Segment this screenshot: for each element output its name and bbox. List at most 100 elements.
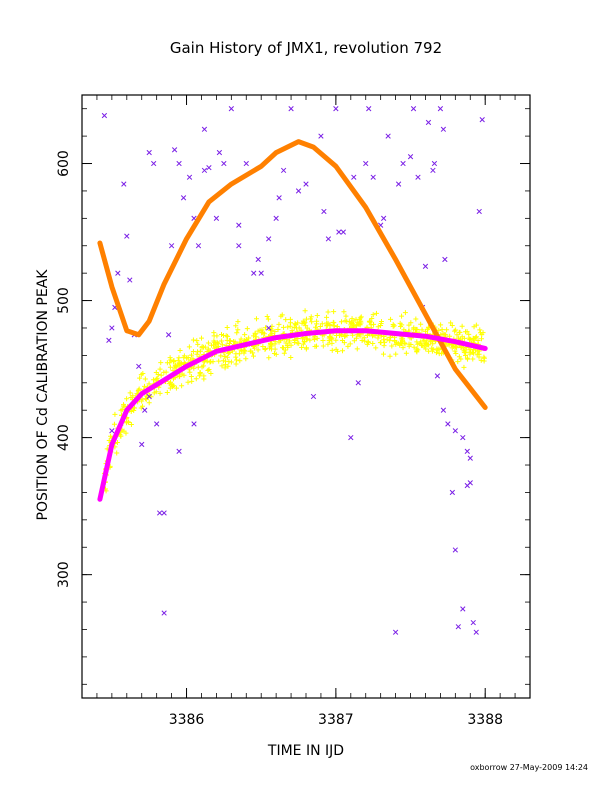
scatter-point — [426, 348, 432, 354]
scatter-point — [349, 316, 355, 322]
scatter-point — [131, 408, 137, 414]
scatter-point — [330, 319, 336, 325]
scatter-point — [224, 337, 230, 343]
scatter-point — [242, 332, 248, 338]
scatter-point — [439, 327, 445, 333]
scatter-point — [403, 350, 409, 356]
scatter-point — [114, 439, 120, 445]
scatter-point — [427, 339, 433, 345]
scatter-point — [392, 629, 399, 635]
scatter-point — [146, 393, 152, 400]
scatter-point — [347, 341, 353, 347]
scatter-point — [449, 322, 455, 328]
scatter-point — [233, 323, 239, 329]
scatter-point — [224, 354, 230, 360]
scatter-point — [467, 480, 473, 486]
scatter-point — [260, 343, 266, 349]
scatter-point — [139, 441, 145, 448]
scatter-point — [440, 331, 446, 337]
scatter-point — [467, 351, 473, 357]
scatter-point — [466, 346, 472, 352]
scatter-point — [216, 149, 223, 156]
scatter-point — [187, 369, 193, 375]
scatter-point — [444, 327, 450, 333]
scatter-point — [423, 328, 429, 334]
scatter-point — [227, 340, 233, 346]
scatter-point — [190, 337, 196, 343]
scatter-point — [295, 188, 302, 194]
scatter-point — [154, 421, 160, 427]
scatter-point — [465, 356, 471, 362]
scatter-point — [195, 243, 202, 249]
scatter-point — [434, 373, 441, 379]
scatter-point — [137, 375, 143, 381]
scatter-point — [446, 342, 452, 348]
scatter-point — [464, 448, 470, 454]
scatter-point — [218, 353, 224, 359]
scatter-point — [114, 450, 120, 456]
scatter-point — [169, 381, 175, 387]
scatter-point — [109, 428, 115, 434]
scatter-point — [231, 339, 237, 345]
scatter-point — [333, 337, 339, 343]
scatter-point — [201, 359, 207, 365]
scatter-point — [333, 106, 339, 112]
scatter-point — [317, 323, 323, 329]
scatter-point — [370, 341, 376, 347]
scatter-point — [399, 336, 405, 342]
scatter-point — [393, 351, 399, 357]
scatter-point — [136, 387, 142, 393]
scatter-point — [194, 338, 200, 344]
scatter-point — [373, 310, 379, 316]
scatter-point — [235, 319, 241, 325]
scatter-point — [333, 346, 339, 352]
scatter-point — [193, 376, 199, 382]
scatter-point — [132, 405, 138, 411]
scatter-point — [155, 371, 161, 377]
scatter-point — [195, 364, 201, 370]
scatter-point — [350, 332, 356, 338]
scatter-point — [304, 325, 310, 331]
chart-title: Gain History of JMX1, revolution 792 — [170, 39, 442, 57]
scatter-point — [400, 345, 406, 351]
scatter-point — [161, 610, 167, 616]
scatter-point — [205, 340, 211, 346]
scatter-point — [106, 337, 112, 343]
scatter-point — [158, 360, 164, 366]
scatter-point — [449, 345, 455, 351]
scatter-point — [341, 309, 347, 315]
scatter-point — [337, 332, 343, 338]
scatter-point — [166, 381, 172, 387]
scatter-point — [459, 334, 465, 340]
scatter-point — [268, 341, 274, 347]
scatter-point — [431, 160, 438, 167]
scatter-point — [456, 329, 462, 335]
scatter-point — [269, 327, 275, 333]
scatter-point — [236, 222, 242, 228]
scatter-point — [343, 313, 349, 319]
scatter-point — [174, 362, 180, 368]
scatter-point — [158, 372, 164, 378]
scatter-point — [276, 321, 282, 327]
scatter-point — [121, 181, 127, 187]
scatter-point — [318, 133, 324, 139]
scatter-point — [319, 321, 325, 327]
scatter-point — [181, 360, 187, 366]
scatter-point — [121, 428, 127, 434]
scatter-point — [390, 323, 396, 329]
scatter-point — [251, 270, 257, 276]
scatter-point — [171, 358, 177, 364]
scatter-point — [181, 355, 187, 361]
scatter-point — [283, 317, 289, 323]
scatter-point — [314, 312, 320, 318]
scatter-point — [300, 336, 306, 342]
scatter-point — [161, 510, 167, 516]
scatter-point — [146, 149, 152, 156]
scatter-point — [442, 256, 448, 263]
scatter-point — [257, 327, 263, 333]
scatter-point — [175, 358, 181, 364]
scatter-point — [214, 333, 220, 339]
scatter-point — [325, 341, 331, 347]
scatter-point — [209, 342, 215, 348]
scatter-point — [466, 335, 472, 341]
